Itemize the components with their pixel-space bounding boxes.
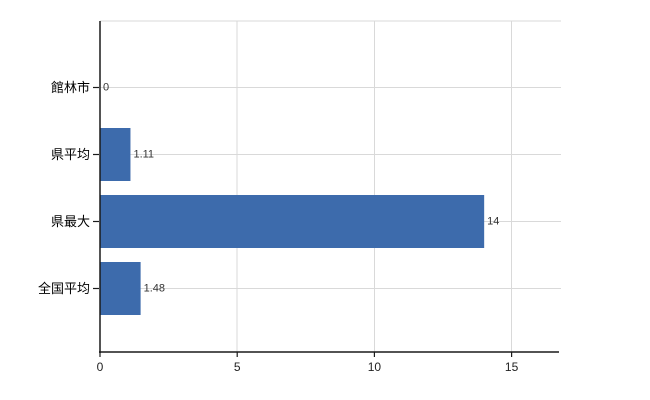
category-label-2: 県最大 <box>51 214 90 229</box>
category-label-3: 全国平均 <box>38 281 90 296</box>
category-label-0: 館林市 <box>51 80 90 95</box>
bar-1 <box>100 128 131 181</box>
value-label: 0 <box>103 82 109 94</box>
value-label: 14 <box>487 216 499 228</box>
value-label: 1.11 <box>133 149 154 161</box>
bar-2 <box>100 195 485 248</box>
x-tick-label: 5 <box>234 360 241 374</box>
value-label: 1.48 <box>144 283 165 295</box>
x-tick-label: 15 <box>505 360 519 374</box>
x-tick-label: 0 <box>97 360 104 374</box>
bar-3 <box>100 262 141 315</box>
category-label-1: 県平均 <box>51 147 90 162</box>
x-tick-label: 10 <box>368 360 382 374</box>
